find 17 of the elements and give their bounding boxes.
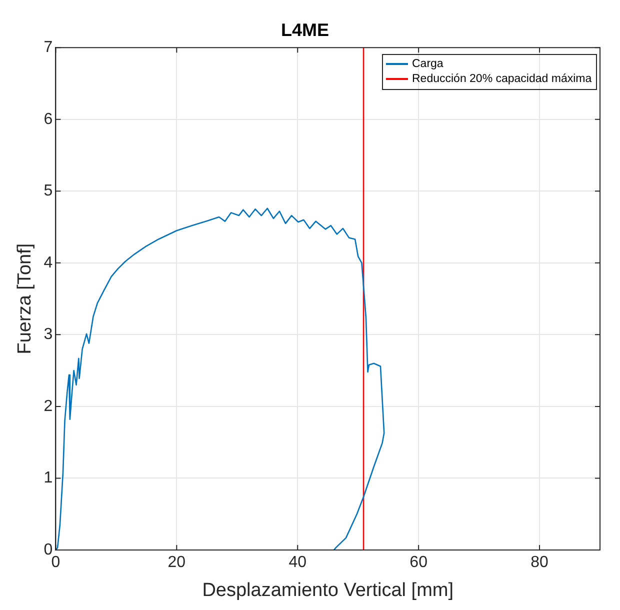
legend-label: Reducción 20% capacidad máxima [412, 73, 592, 86]
y-tick-label: 6 [44, 110, 53, 128]
y-tick-label: 2 [44, 398, 53, 415]
x-tick-label: 80 [530, 554, 549, 572]
y-tick-label: 0 [44, 541, 53, 558]
y-tick-label: 5 [44, 182, 53, 200]
x-axis-title: Desplazamiento Vertical [mm] [202, 580, 454, 601]
y-tick-label: 7 [44, 39, 53, 56]
x-tick-label: 20 [168, 554, 186, 572]
x-tick-label: 40 [288, 554, 307, 572]
legend-label: Carga [412, 58, 444, 70]
y-tick-label: 4 [44, 254, 53, 272]
chart-title: L4ME [280, 20, 330, 40]
y-tick-label: 1 [44, 470, 53, 487]
x-tick-label: 60 [410, 554, 428, 572]
y-axis-title: Fuerza [Tonf] [14, 243, 36, 354]
y-tick-label: 3 [44, 326, 53, 344]
